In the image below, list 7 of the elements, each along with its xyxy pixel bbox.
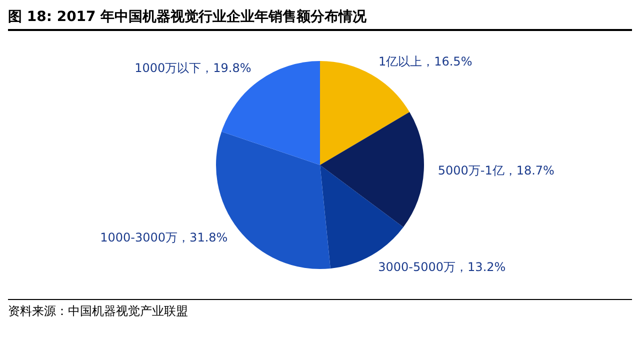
slice-label: 1000万以下，19.8% [134,61,252,76]
slice-label: 3000-5000万，13.2% [378,260,506,274]
text: 资料来源：中国机器视觉产业联盟 [8,303,189,320]
slice-label: 1亿以上，16.5% [378,54,472,69]
slice-label: 1000-3000万，31.8% [100,230,228,245]
slice-label: 5000万-1亿，18.7% [438,163,554,178]
chart-title: 图 18: 2017 年中国机器视觉行业企业年销售额分布情况 [8,8,632,31]
